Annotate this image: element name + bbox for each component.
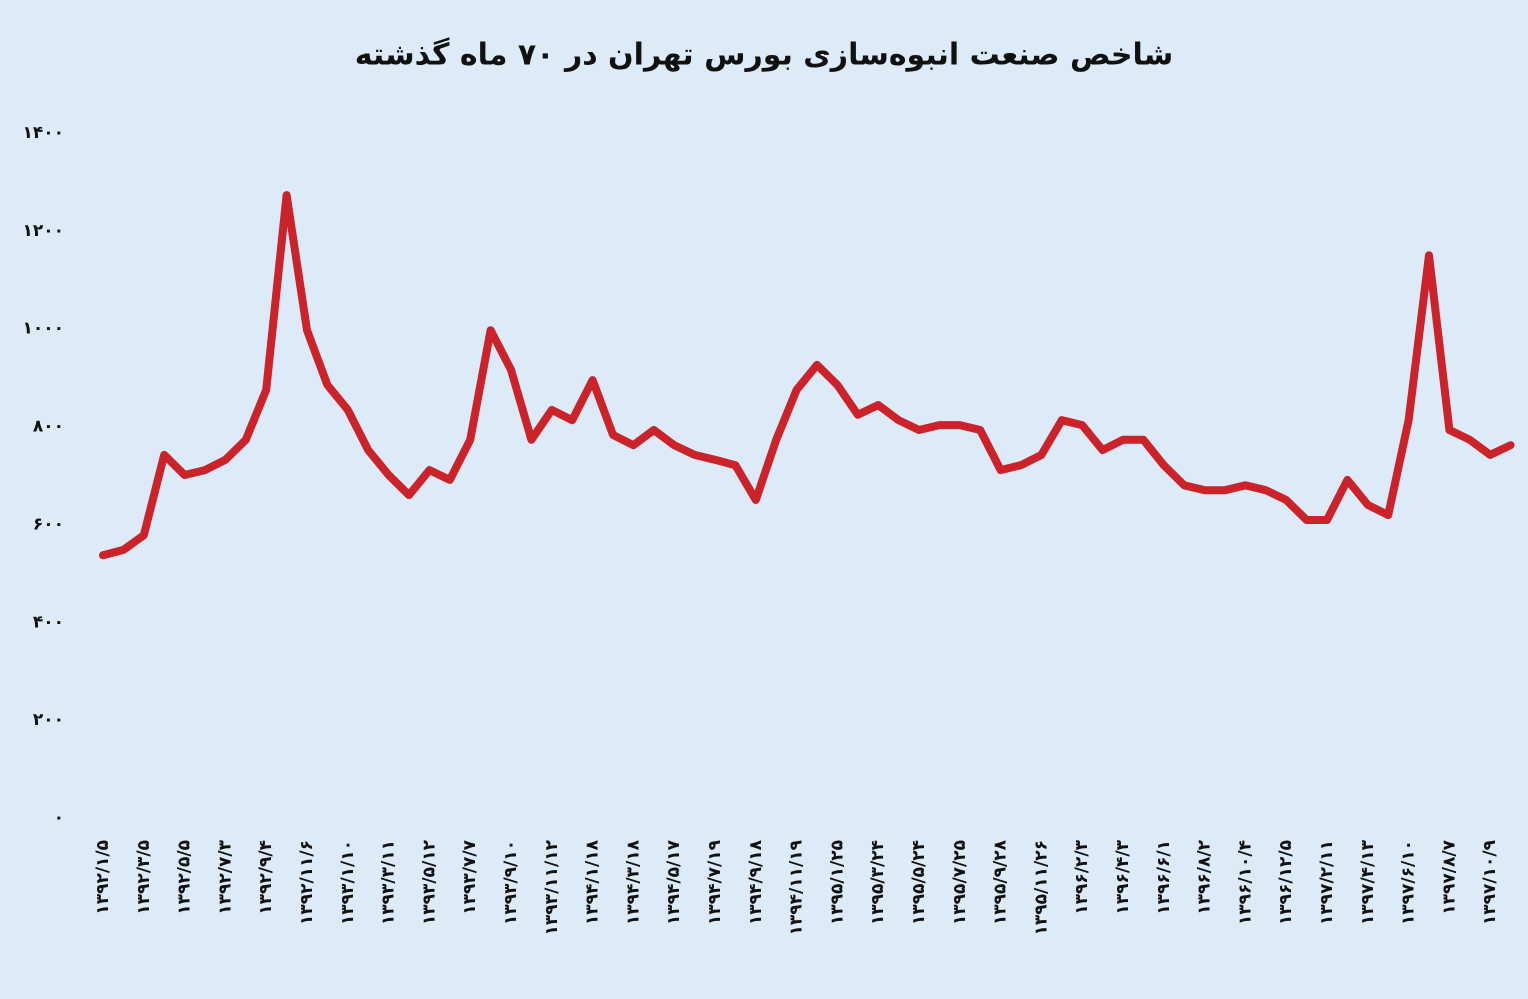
x-tick-label: ۱۳۹۲/۷/۳	[215, 839, 235, 914]
x-tick-label: ۱۳۹۷/۴/۱۳	[1358, 839, 1378, 925]
x-tick-label: ۱۳۹۳/۱۱/۱۲	[542, 839, 562, 935]
x-tick-label: ۱۳۹۷/۲/۱۱	[1317, 840, 1337, 925]
line-series	[99, 191, 1515, 560]
y-tick-label: ۴۰۰	[33, 612, 64, 632]
x-tick-label: ۱۳۹۳/۷/۷	[460, 839, 480, 914]
x-tick-label: ۱۳۹۲/۱۱/۶	[297, 840, 317, 925]
y-tick-label: ۶۰۰	[33, 514, 64, 534]
x-tick-label: ۱۳۹۷/۸/۷	[1439, 839, 1459, 914]
x-tick-label: ۱۳۹۲/۳/۵	[134, 840, 154, 915]
x-tick-label: ۱۳۹۵/۹/۲۸	[991, 839, 1011, 925]
y-tick-label: ۱۲۰۰	[22, 221, 64, 241]
x-tick-label: ۱۳۹۷/۱۰/۹	[1480, 839, 1500, 925]
x-tick-label: ۱۳۹۵/۵/۲۴	[909, 840, 929, 925]
chart-title: شاخص صنعت انبوه‌سازی بورس تهران در ۷۰ ما…	[355, 37, 1174, 73]
x-tick-label: ۱۳۹۵/۳/۲۴	[868, 840, 888, 925]
y-tick-label: ۸۰۰	[33, 417, 64, 437]
y-tick-label: ۰	[54, 808, 64, 828]
x-tick-label: ۱۳۹۵/۱/۲۵	[827, 840, 847, 925]
x-tick-label: ۱۳۹۴/۵/۱۷	[664, 839, 684, 925]
x-tick-label: ۱۳۹۵/۱۱/۲۶	[1031, 840, 1051, 935]
x-tick-label: ۱۳۹۲/۹/۴	[256, 840, 276, 915]
x-tick-label: ۱۳۹۴/۷/۱۹	[705, 839, 725, 925]
x-tick-label: ۱۳۹۲/۵/۵	[175, 840, 195, 915]
x-tick-label: ۱۳۹۳/۱/۱۰	[338, 840, 358, 925]
x-tick-label: ۱۳۹۳/۹/۱۰	[501, 840, 521, 925]
x-tick-label: ۱۳۹۶/۴/۳	[1113, 839, 1133, 914]
x-tick-label: ۱۳۹۶/۱۰/۴	[1235, 840, 1255, 925]
x-tick-label: ۱۳۹۷/۶/۱۰	[1399, 840, 1419, 925]
y-tick-label: ۱۰۰۰	[22, 319, 64, 339]
x-tick-label: ۱۳۹۳/۵/۱۲	[419, 839, 439, 925]
x-tick-label: ۱۳۹۵/۷/۲۵	[950, 840, 970, 925]
x-tick-label: ۱۳۹۲/۱/۵	[93, 840, 113, 915]
x-tick-label: ۱۳۹۶/۱۲/۵	[1276, 840, 1296, 925]
x-tick-label: ۱۳۹۴/۳/۱۸	[623, 839, 643, 925]
x-tick-label: ۱۳۹۴/۱/۱۸	[583, 839, 603, 925]
y-tick-label: ۲۰۰	[33, 710, 64, 730]
x-tick-label: ۱۳۹۶/۲/۳	[1072, 839, 1092, 914]
y-tick-label: ۱۴۰۰	[22, 123, 64, 143]
x-tick-label: ۱۳۹۴/۹/۱۸	[746, 839, 766, 925]
x-tick-label: ۱۳۹۴/۱۱/۱۹	[787, 839, 807, 935]
x-tick-label: ۱۳۹۶/۸/۲	[1195, 839, 1215, 914]
x-tick-label: ۱۳۹۶/۶/۱	[1154, 840, 1174, 915]
x-tick-label: ۱۳۹۳/۳/۱۱	[379, 840, 399, 925]
